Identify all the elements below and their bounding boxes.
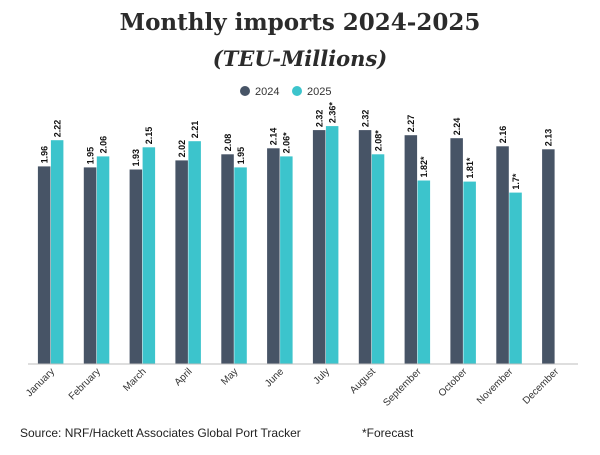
- bar-2024-august: [358, 130, 372, 364]
- bar-2025-september: [417, 180, 431, 364]
- x-tick-label-december: December: [521, 366, 562, 407]
- bar-2024-april: [175, 160, 188, 364]
- bar-2025-january: [50, 140, 64, 364]
- data-label-2025-april: 2.21: [190, 121, 200, 139]
- bar-2025-may: [234, 167, 247, 364]
- legend-swatch-2024: [240, 86, 250, 96]
- bar-2025-november: [509, 192, 522, 364]
- bar-2025-august: [371, 154, 385, 364]
- legend-label-2024: 2024: [255, 86, 279, 98]
- data-label-2025-july: 2.36*: [327, 102, 337, 124]
- data-label-2024-october: 2.24: [452, 118, 462, 136]
- data-labels-layer: 1.962.221.952.061.932.152.022.212.081.95…: [39, 102, 553, 190]
- source-note: Source: NRF/Hackett Associates Global Po…: [20, 426, 301, 440]
- data-label-2024-august: 2.32: [360, 110, 370, 128]
- data-label-2024-february: 1.95: [85, 147, 95, 165]
- data-label-2024-may: 2.08: [223, 134, 233, 152]
- bar-2024-december: [542, 149, 555, 364]
- x-tick-label-april: April: [173, 366, 195, 388]
- x-tick-label-may: May: [219, 366, 240, 387]
- bar-2024-may: [221, 154, 234, 364]
- bar-2025-june: [280, 156, 293, 364]
- data-label-2024-december: 2.13: [544, 129, 554, 147]
- x-tick-label-february: February: [67, 366, 103, 402]
- bar-2025-july: [325, 126, 339, 364]
- x-tick-labels: January February March April May June July Augu…: [24, 366, 562, 409]
- bar-2024-november: [496, 146, 509, 364]
- forecast-footnote: *Forecast: [362, 426, 414, 440]
- data-label-2024-june: 2.14: [269, 128, 279, 146]
- bar-2025-march: [142, 147, 156, 364]
- x-tick-label-march: March: [121, 366, 148, 393]
- bar-2024-january: [37, 166, 51, 364]
- data-label-2025-november: 1.7*: [511, 173, 521, 190]
- data-label-2024-november: 2.16: [498, 126, 508, 144]
- data-label-2024-april: 2.02: [177, 140, 187, 158]
- bar-2024-september: [404, 135, 418, 364]
- data-label-2025-august: 2.08*: [373, 130, 383, 152]
- x-tick-label-june: June: [263, 366, 286, 389]
- bar-2024-october: [450, 138, 463, 364]
- chart-title: Monthly imports 2024-2025: [120, 9, 481, 36]
- x-tick-label-august: August: [348, 366, 378, 396]
- x-tick-label-september: September: [381, 366, 424, 409]
- legend-label-2025: 2025: [307, 86, 331, 98]
- data-label-2024-september: 2.27: [406, 115, 416, 133]
- data-label-2024-march: 1.93: [131, 149, 141, 167]
- data-label-2025-march: 2.15: [144, 127, 154, 145]
- x-tick-label-october: October: [437, 366, 470, 399]
- data-label-2025-june: 2.06*: [282, 132, 292, 154]
- legend-swatch-2025: [292, 86, 302, 96]
- data-label-2025-february: 2.06: [98, 136, 108, 154]
- bar-2025-october: [463, 181, 476, 364]
- data-label-2025-may: 1.95: [236, 147, 246, 165]
- chart-subtitle: (TEU-Millions): [213, 46, 387, 71]
- data-label-2025-september: 1.82*: [419, 156, 429, 178]
- bars-layer: [37, 126, 555, 364]
- data-label-2025-october: 1.81*: [465, 157, 475, 179]
- data-label-2025-january: 2.22: [52, 120, 62, 138]
- bar-2025-february: [96, 156, 110, 364]
- bar-2024-july: [312, 130, 326, 364]
- bar-2024-march: [129, 169, 143, 364]
- x-tick-label-november: November: [475, 366, 516, 407]
- bar-2024-february: [83, 167, 97, 364]
- x-tick-label-july: July: [312, 366, 332, 386]
- bar-2024-june: [267, 148, 280, 364]
- data-label-2024-january: 1.96: [39, 146, 49, 164]
- x-tick-label-january: January: [24, 366, 57, 399]
- bar-2025-april: [188, 141, 201, 364]
- legend: 2024 2025: [240, 86, 331, 98]
- data-label-2024-july: 2.32: [314, 110, 324, 128]
